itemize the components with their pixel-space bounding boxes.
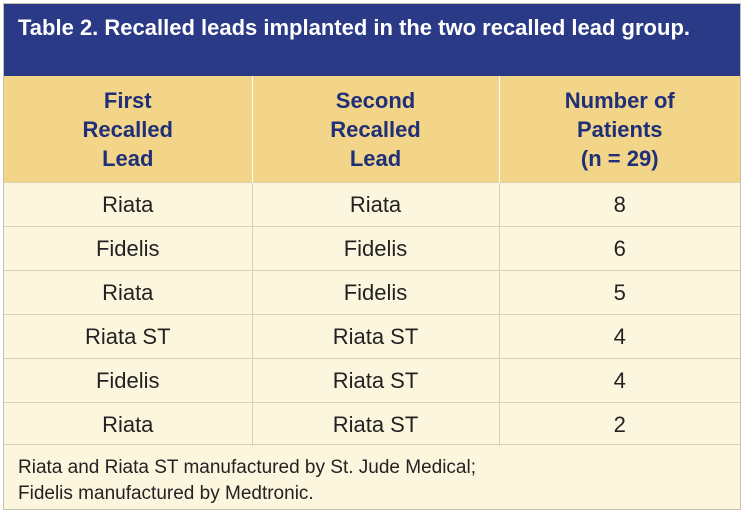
cell-second-lead: Riata: [252, 182, 500, 227]
table-row: Riata Fidelis 5: [4, 270, 740, 315]
cell-patient-count: 4: [499, 358, 740, 403]
footnote-line: Fidelis manufactured by Medtronic.: [18, 483, 314, 504]
recalled-leads-table: First Recalled Lead Second Recalled Lead…: [4, 76, 740, 446]
cell-second-lead: Fidelis: [252, 270, 500, 315]
table-row: Riata Riata ST 2: [4, 402, 740, 446]
header-first-recalled-lead: First Recalled Lead: [4, 76, 253, 183]
cell-first-lead: Riata ST: [4, 314, 253, 359]
header-number-of-patients: Number of Patients (n = 29): [499, 76, 740, 183]
table-container: First Recalled Lead Second Recalled Lead…: [4, 76, 740, 446]
table-row: Riata ST Riata ST 4: [4, 314, 740, 359]
header-line: Number of: [564, 87, 675, 113]
table-row: Fidelis Fidelis 6: [4, 226, 740, 271]
header-line: Patients: [576, 116, 663, 142]
footnote-line: Riata and Riata ST manufactured by St. J…: [18, 457, 477, 478]
table-row: Fidelis Riata ST 4: [4, 358, 740, 403]
header-line: Recalled: [330, 116, 421, 142]
header-second-recalled-lead: Second Recalled Lead: [252, 76, 500, 183]
cell-first-lead: Fidelis: [4, 358, 253, 403]
header-line: Second: [335, 87, 416, 113]
cell-patient-count: 8: [499, 182, 740, 227]
header-line: Lead: [102, 145, 154, 171]
cell-patient-count: 6: [499, 226, 740, 271]
header-line: Recalled: [82, 116, 174, 142]
cell-first-lead: Riata: [4, 270, 253, 315]
cell-patient-count: 5: [499, 270, 740, 315]
header-line: (n = 29): [580, 145, 659, 171]
header-line: First: [103, 87, 152, 113]
cell-first-lead: Fidelis: [4, 226, 253, 271]
cell-patient-count: 2: [499, 402, 740, 446]
table-title: Table 2. Recalled leads implanted in the…: [4, 4, 740, 76]
header-row: First Recalled Lead Second Recalled Lead…: [4, 76, 740, 183]
cell-patient-count: 4: [499, 314, 740, 359]
table-figure: Table 2. Recalled leads implanted in the…: [3, 3, 741, 510]
cell-second-lead: Riata ST: [252, 314, 500, 359]
table-footnote: Riata and Riata ST manufactured by St. J…: [4, 444, 740, 510]
cell-first-lead: Riata: [4, 402, 253, 446]
cell-second-lead: Fidelis: [252, 226, 500, 271]
cell-first-lead: Riata: [4, 182, 253, 227]
table-row: Riata Riata 8: [4, 182, 740, 227]
cell-second-lead: Riata ST: [252, 402, 500, 446]
cell-second-lead: Riata ST: [252, 358, 500, 403]
header-line: Lead: [349, 145, 402, 171]
